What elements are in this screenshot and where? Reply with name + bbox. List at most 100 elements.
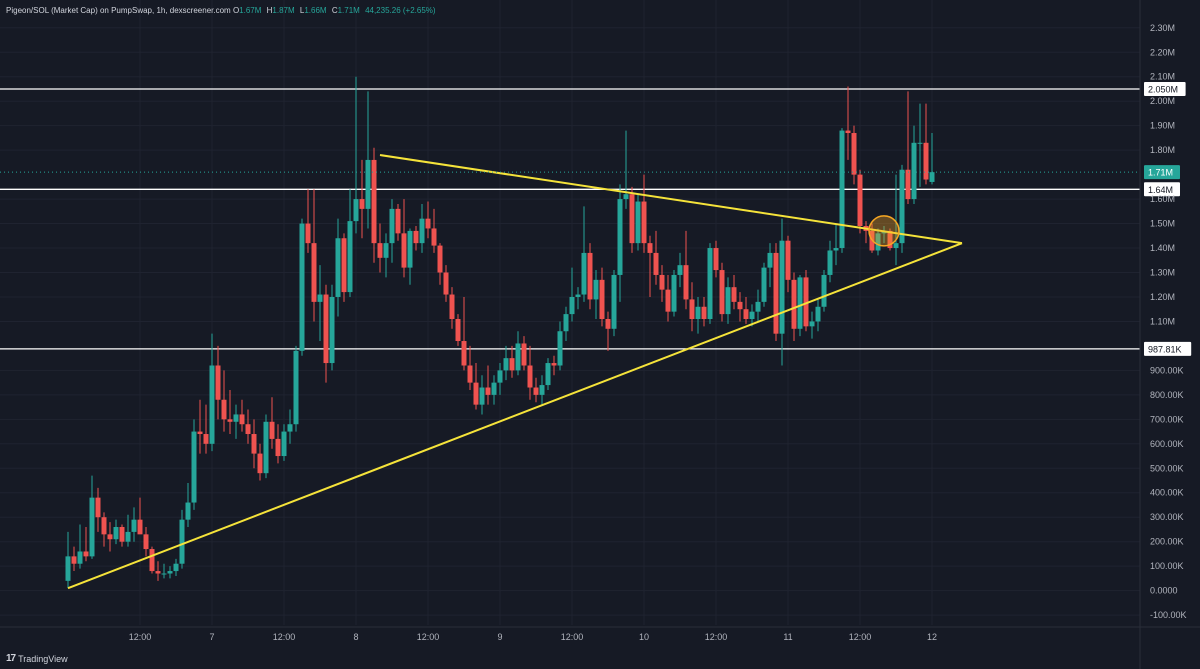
candle-down: [905, 169, 911, 200]
y-tick-label: 2.20M: [1150, 47, 1175, 57]
candle-down: [887, 230, 893, 249]
candle-down: [371, 159, 377, 244]
candle-up: [749, 311, 755, 319]
y-axis[interactable]: 2.30M 2.20M 2.10M 2.00M 1.90M 1.80M 1.60M 1.50M…: [1139, 0, 1187, 669]
horizontal-level-tag: [1144, 341, 1192, 356]
y-tick-label: 300.00K: [1150, 512, 1184, 522]
last-price-tag: [1144, 165, 1180, 180]
symbol-title[interactable]: Pigeon/SOL (Market Cap) on PumpSwap, 1h,…: [6, 6, 231, 15]
candle-down: [221, 399, 227, 420]
candle-up: [209, 365, 215, 444]
low-value: 1.66M: [304, 6, 327, 15]
candle-down: [473, 382, 479, 405]
candle-up: [479, 387, 485, 405]
tradingview-logo[interactable]: 17 TradingView: [6, 653, 68, 664]
y-tick-label: 2.00M: [1150, 96, 1175, 106]
candle-up: [407, 230, 413, 268]
candle-up: [695, 306, 701, 319]
last-price-label: 1.71M: [1148, 168, 1173, 178]
x-axis[interactable]: 12:00 7 12:00 8 12:00 9 12:00 10 12:00 11 12:00 12: [0, 626, 1200, 642]
candle-down: [359, 199, 365, 209]
y-tick-label: -100.00K: [1150, 610, 1187, 620]
candle-down: [719, 270, 725, 315]
close-value: 1.71M: [337, 6, 360, 15]
candle-down: [149, 549, 155, 572]
candle-down: [431, 228, 437, 246]
candle-up: [389, 208, 395, 244]
y-tick-label: 700.00K: [1150, 414, 1184, 424]
candle-down: [257, 453, 263, 474]
horizontal-level-label: 2.050M: [1148, 84, 1178, 94]
candle-up: [893, 243, 899, 249]
candle-down: [95, 497, 101, 518]
trendline-upper: [379, 154, 963, 245]
candle-down: [401, 233, 407, 268]
candle-up: [611, 274, 617, 329]
y-tick-label: 200.00K: [1150, 537, 1184, 547]
candle-down: [743, 309, 749, 319]
candle-up: [911, 142, 917, 200]
candle-up: [797, 277, 803, 329]
candle-down: [803, 277, 809, 327]
y-tick-label: 100.00K: [1150, 561, 1184, 571]
candle-up: [827, 250, 833, 275]
candle-down: [143, 534, 149, 550]
close-label: C: [331, 6, 338, 15]
highlight-circle[interactable]: [868, 215, 900, 247]
candle-up: [329, 296, 335, 364]
x-tick-label: 12:00: [129, 632, 152, 642]
horizontal-level-label: 987.81K: [1148, 344, 1182, 354]
candle-down: [443, 272, 449, 295]
candle-up: [539, 385, 545, 395]
x-tick-label: 7: [209, 632, 214, 642]
candle-up: [491, 382, 497, 395]
candle-up: [635, 201, 641, 244]
candle-up: [569, 296, 575, 315]
candle-up: [503, 358, 509, 371]
candle-up: [419, 218, 425, 244]
candle-down: [551, 363, 557, 366]
candle-down: [629, 194, 635, 244]
y-tick-label: 400.00K: [1150, 488, 1184, 498]
candle-up: [89, 497, 95, 557]
candle-up: [833, 248, 839, 251]
candle-up: [767, 252, 773, 268]
horizontal-level-tag: [1144, 182, 1180, 197]
highlight-circle-shape: [868, 215, 900, 247]
candle-down: [413, 230, 419, 244]
high-label: H: [266, 6, 273, 15]
open-label: O: [232, 6, 240, 15]
candle-down: [587, 252, 593, 300]
candle-down: [449, 294, 455, 319]
y-tick-label: 1.30M: [1150, 268, 1175, 278]
candle-down: [851, 133, 857, 175]
candle-up: [677, 265, 683, 275]
candle-up: [77, 551, 83, 564]
x-tick-label: 10: [639, 632, 649, 642]
candle-up: [347, 221, 353, 293]
candle-down: [689, 299, 695, 319]
horizontal-levels[interactable]: 2.050M 1.64M 987.81K: [0, 81, 1192, 356]
trendlines[interactable]: [67, 154, 963, 590]
candle-up: [815, 306, 821, 322]
candle-down: [311, 243, 317, 302]
candle-up: [761, 267, 767, 302]
y-tick-label: 1.80M: [1150, 145, 1175, 155]
candle-up: [179, 519, 185, 564]
candle-up: [167, 571, 173, 574]
y-tick-label: 1.40M: [1150, 243, 1175, 253]
candle-down: [203, 434, 209, 444]
candle-down: [785, 240, 791, 280]
candle-down: [437, 245, 443, 273]
candle-down: [485, 387, 491, 395]
candle-down: [701, 306, 707, 319]
candle-up: [335, 238, 341, 297]
candle-down: [509, 358, 515, 371]
candle-down: [239, 414, 245, 425]
candle-down: [521, 343, 527, 366]
candle-down: [377, 243, 383, 258]
candle-up: [917, 142, 923, 144]
y-tick-label: 1.50M: [1150, 219, 1175, 229]
